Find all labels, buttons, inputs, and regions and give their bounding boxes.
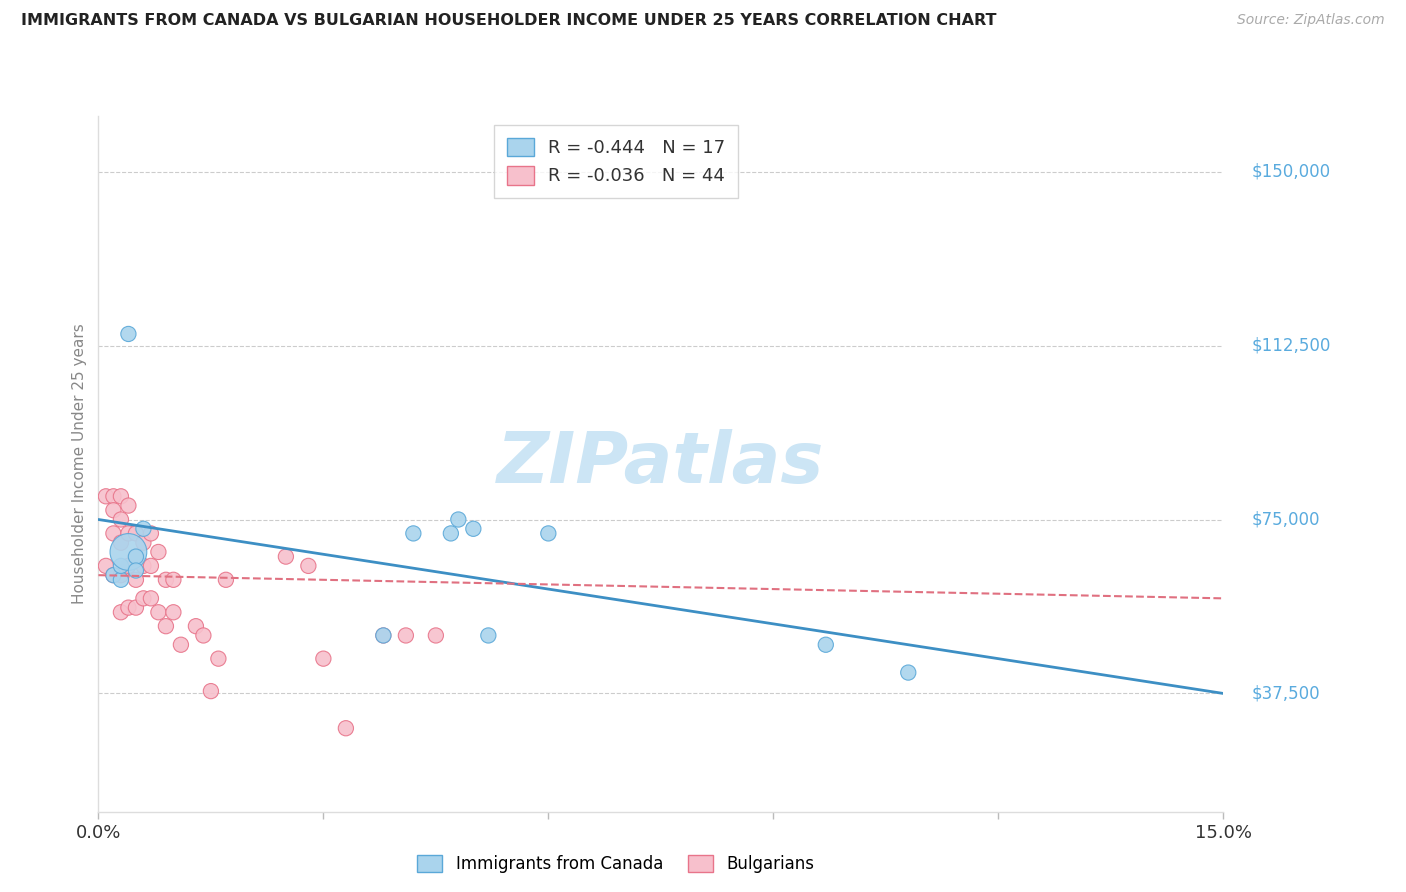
Point [170, 638, 193, 652]
Text: IMMIGRANTS FROM CANADA VS BULGARIAN HOUSEHOLDER INCOME UNDER 25 YEARS CORRELATIO: IMMIGRANTS FROM CANADA VS BULGARIAN HOUS… [21, 13, 997, 29]
Point [897, 665, 920, 680]
Point [395, 628, 418, 642]
Y-axis label: Householder Income Under 25 years: Householder Income Under 25 years [72, 324, 87, 604]
Point [125, 573, 148, 587]
Text: $112,500: $112,500 [1251, 336, 1330, 354]
Point [139, 526, 162, 541]
Legend: Immigrants from Canada, Bulgarians: Immigrants from Canada, Bulgarians [411, 848, 821, 880]
Point [125, 549, 148, 564]
Point [132, 591, 155, 606]
Point [117, 545, 139, 559]
Point [103, 568, 125, 582]
Point [139, 591, 162, 606]
Point [94, 489, 117, 503]
Point [440, 526, 463, 541]
Point [139, 558, 162, 573]
Point [335, 721, 357, 735]
Point [103, 489, 125, 503]
Point [447, 512, 470, 526]
Point [103, 568, 125, 582]
Point [132, 522, 155, 536]
Point [117, 526, 139, 541]
Point [94, 558, 117, 573]
Point [132, 535, 155, 549]
Point [117, 600, 139, 615]
Point [125, 564, 148, 578]
Text: Source: ZipAtlas.com: Source: ZipAtlas.com [1237, 13, 1385, 28]
Point [155, 573, 177, 587]
Point [402, 526, 425, 541]
Point [110, 535, 132, 549]
Point [373, 628, 395, 642]
Point [132, 558, 155, 573]
Point [125, 549, 148, 564]
Point [117, 499, 139, 513]
Point [373, 628, 395, 642]
Point [537, 526, 560, 541]
Point [110, 558, 132, 573]
Point [162, 605, 184, 619]
Text: $37,500: $37,500 [1251, 684, 1320, 702]
Point [148, 545, 170, 559]
Point [215, 573, 238, 587]
Point [148, 605, 170, 619]
Point [207, 651, 229, 665]
Text: $150,000: $150,000 [1251, 162, 1330, 180]
Point [110, 605, 132, 619]
Text: ZIPatlas: ZIPatlas [498, 429, 824, 499]
Point [117, 558, 139, 573]
Point [463, 522, 485, 536]
Point [814, 638, 837, 652]
Point [162, 573, 184, 587]
Point [477, 628, 499, 642]
Point [297, 558, 319, 573]
Point [155, 619, 177, 633]
Point [274, 549, 297, 564]
Point [425, 628, 447, 642]
Point [110, 512, 132, 526]
Point [110, 489, 132, 503]
Point [193, 628, 215, 642]
Point [110, 568, 132, 582]
Point [184, 619, 207, 633]
Point [110, 573, 132, 587]
Point [125, 600, 148, 615]
Point [312, 651, 335, 665]
Point [125, 526, 148, 541]
Point [103, 503, 125, 517]
Point [200, 684, 222, 698]
Point [117, 326, 139, 341]
Text: $75,000: $75,000 [1251, 510, 1320, 528]
Point [103, 526, 125, 541]
